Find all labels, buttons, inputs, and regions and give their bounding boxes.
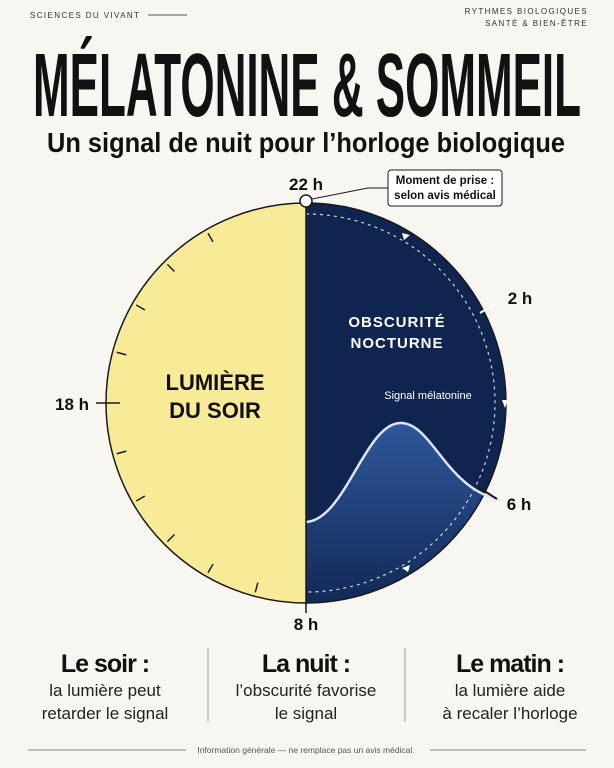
- column-text: retarder le signal: [42, 704, 169, 723]
- callout-text: selon avis médical: [394, 190, 496, 202]
- dashed-arc: [305, 213, 496, 593]
- tick: [166, 263, 176, 273]
- light-label: DU SOIR: [169, 398, 261, 423]
- callout-text: Moment de prise :: [396, 175, 494, 187]
- column-text: l’obscurité favorise: [236, 681, 377, 700]
- hour: 2 h: [508, 289, 533, 308]
- hour: 6 h: [507, 495, 532, 514]
- hour: 18 h: [55, 395, 89, 414]
- melatonin-curve: [305, 421, 501, 524]
- tick: [479, 301, 499, 314]
- column-title: Le matin :: [456, 650, 564, 678]
- subtitle: Un signal de nuit pour l’horloge biologi…: [47, 127, 565, 158]
- hour: 22 h: [289, 175, 323, 194]
- column-text: la lumière peut: [49, 681, 161, 700]
- tick: [254, 582, 259, 593]
- tick: [135, 495, 146, 502]
- tag: SANTÉ & BIEN-ÊTRE: [485, 19, 588, 28]
- tick: [207, 563, 214, 574]
- tick: [116, 450, 127, 455]
- light-label: LUMIÈRE: [166, 370, 265, 395]
- column-title: La nuit :: [262, 650, 350, 678]
- tick: [477, 486, 498, 500]
- columns: Le soir : la lumière peut retarder le sign…: [42, 650, 578, 723]
- column-title: Le soir :: [61, 650, 149, 678]
- curve-label: Signal mélatonine: [384, 390, 471, 402]
- callout: [387, 169, 503, 207]
- column-text: le signal: [275, 704, 337, 723]
- dark-label: NOCTURNE: [351, 335, 444, 352]
- tag: RYTHMES BIOLOGIQUES: [465, 7, 588, 16]
- section: SCIENCES DU VIVANT: [30, 11, 140, 20]
- column-text: à recaler l’horloge: [442, 704, 577, 723]
- hour: 8 h: [294, 615, 319, 634]
- footer: Information générale — ne remplace pas u…: [197, 745, 414, 755]
- tick: [135, 304, 146, 311]
- tick: [207, 232, 214, 243]
- marker: [299, 194, 313, 208]
- dark-label: OBSCURITÉ: [348, 314, 445, 331]
- ticks: [116, 232, 259, 593]
- connector: [311, 187, 388, 200]
- tick: [166, 533, 176, 543]
- tick: [116, 351, 127, 356]
- title: MÉLATONINE & SOMMEIL: [33, 35, 581, 136]
- column-text: la lumière aide: [455, 681, 566, 700]
